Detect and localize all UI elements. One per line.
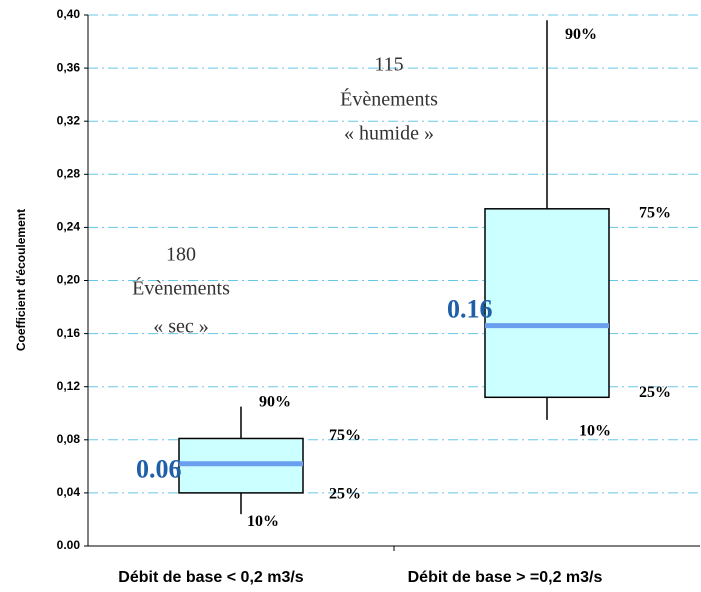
y-tick-label: 0,04 [57,485,81,499]
y-tick-label: 0,28 [57,166,81,180]
y-tick-label: 0,32 [57,113,81,127]
y-tick-label: 0,40 [57,7,81,21]
y-tick-label: 0,12 [57,379,81,393]
percentile-label: 75% [329,427,361,444]
annotation: Évènements [132,277,230,300]
y-tick-label: 0,16 [57,326,81,340]
annotation: « sec » [153,316,209,338]
percentile-label: 75% [639,204,671,221]
x-tick-label: Débit de base > =0,2 m3/s [408,569,603,586]
median-label: 0.16 [447,295,493,324]
median-label: 0.06 [136,455,182,484]
y-tick-label: 0,36 [57,60,81,74]
x-tick-label: Débit de base < 0,2 m3/s [118,569,304,586]
percentile-label: 10% [579,423,611,440]
y-tick-label: 0,24 [57,220,81,234]
annotation: 180 [166,244,196,266]
annotation: Évènements [340,88,438,111]
percentile-label: 25% [329,486,361,503]
percentile-label: 90% [259,393,291,410]
percentile-label: 90% [565,26,597,43]
y-tick-label: 0.00 [57,538,81,552]
annotation: 115 [374,54,403,76]
percentile-label: 10% [247,513,279,530]
y-tick-label: 0,08 [57,432,81,446]
box [484,208,610,399]
y-tick-label: 0,20 [57,273,81,287]
y-axis-label: Coefficient d'écoulement [14,209,28,351]
annotation: « humide » [344,123,434,145]
percentile-label: 25% [639,384,671,401]
